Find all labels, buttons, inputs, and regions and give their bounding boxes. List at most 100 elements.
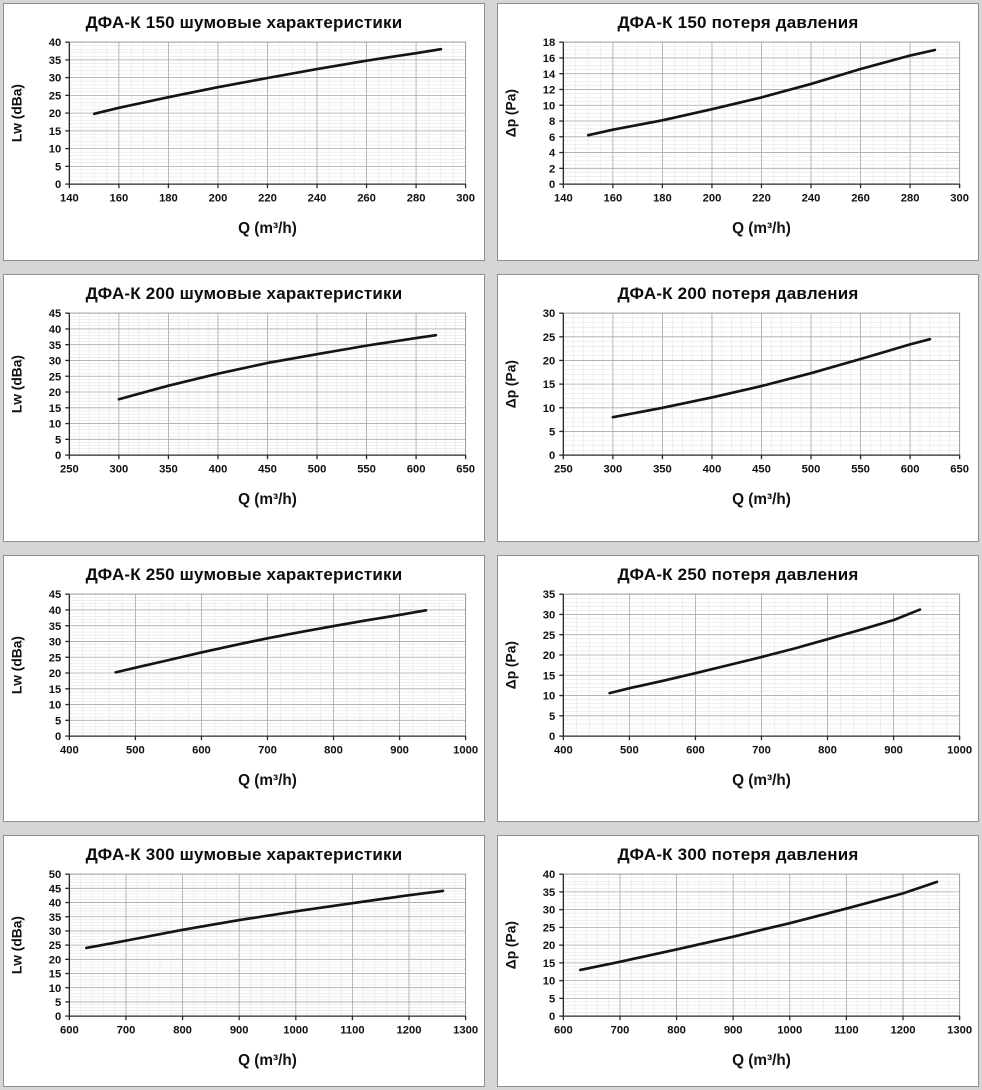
y-tick-label: 5 [55,434,61,446]
x-tick-label: 400 [209,463,228,475]
y-tick-label: 50 [49,869,61,881]
y-tick-label: 6 [549,132,555,144]
y-tick-label: 10 [543,691,555,703]
y-tick-labels: 0 5 10 15 20 25 30 35 40 [49,37,61,191]
x-tick-label: 1000 [453,744,478,756]
y-tick-labels: 0 2 4 6 8 10 12 14 16 18 [543,37,556,191]
y-tick-label: 45 [49,589,61,601]
data-curve [611,337,932,419]
chart-title: ДФА-К 300 шумовые характеристики [85,845,403,864]
y-tick-label: 16 [543,53,555,65]
chart-title: ДФА-К 300 потеря давления [617,845,859,864]
y-tick-label: 15 [49,126,61,138]
x-axis-label: Q (m³/h) [732,220,791,237]
x-tick-labels: 250 300 350 400 450 500 550 600 650 [554,463,969,475]
y-tick-label: 25 [543,630,555,642]
axes [65,41,467,189]
y-tick-label: 15 [49,403,61,415]
y-tick-label: 25 [49,940,61,952]
y-tick-labels: 0 5 10 15 20 25 30 35 [543,589,555,743]
x-axis-label: Q (m³/h) [732,1052,791,1069]
y-tick-labels: 0 5 10 15 20 25 30 35 40 45 [49,308,61,462]
x-tick-label: 600 [60,1024,79,1036]
y-tick-label: 30 [543,905,555,917]
y-tick-label: 25 [49,371,61,383]
y-tick-label: 12 [543,85,555,97]
y-tick-label: 0 [549,450,555,462]
chart-canvas: 250 300 350 400 450 500 550 600 650 0 5 10 15 20 25 30 Δ… [503,308,969,508]
major-gridlines [562,593,961,737]
chart-canvas: 250 300 350 400 450 500 550 600 650 0 5 10 15 20 25 30 3… [9,308,475,508]
y-tick-label: 10 [49,144,61,156]
y-tick-label: 18 [543,37,555,49]
x-tick-label: 900 [230,1024,249,1036]
y-tick-label: 45 [49,308,61,320]
y-tick-label: 10 [49,419,61,431]
x-tick-label: 280 [407,192,426,204]
axes [65,312,467,460]
x-tick-labels: 600 700 800 900 1000 1100 1200 1300 [554,1024,972,1036]
x-tick-label: 500 [802,463,821,475]
x-tick-label: 1300 [947,1024,972,1036]
y-tick-labels: 0 5 10 15 20 25 30 35 40 45 50 [49,869,61,1023]
y-tick-label: 30 [543,610,555,622]
x-tick-label: 180 [159,192,178,204]
y-tick-label: 14 [543,69,556,81]
y-tick-label: 25 [49,90,61,102]
x-tick-labels: 400 500 600 700 800 900 1000 [554,744,972,756]
x-axis-label: Q (m³/h) [238,772,297,789]
x-tick-label: 250 [60,463,79,475]
x-tick-label: 700 [258,744,277,756]
axes [559,873,961,1021]
x-tick-label: 160 [110,192,129,204]
y-axis-label: Lw (dBa) [9,84,24,142]
chart-title: ДФА-К 150 потеря давления [617,13,859,32]
x-axis-label: Q (m³/h) [238,220,297,237]
data-curve [586,48,937,137]
x-tick-label: 700 [752,744,771,756]
y-tick-label: 20 [49,668,61,680]
data-curve [608,608,922,695]
chart-title: ДФА-К 200 шумовые характеристики [85,284,403,303]
x-tick-label: 550 [851,463,870,475]
y-tick-label: 15 [49,969,61,981]
y-tick-label: 5 [55,161,61,173]
y-tick-label: 15 [543,670,555,682]
y-tick-label: 35 [543,887,555,899]
x-tick-labels: 140 160 180 200 220 240 260 280 300 [554,192,969,204]
x-tick-label: 280 [901,192,920,204]
chart-canvas: 140 160 180 200 220 240 260 280 300 0 5 10 15 20 25 30 3… [9,37,475,237]
y-tick-label: 0 [55,179,61,191]
chart-panel: ДФА-К 150 потеря давления 140 160 180 200 22… [497,3,979,261]
x-tick-labels: 400 500 600 700 800 900 1000 [60,744,478,756]
chart-canvas: 400 500 600 700 800 900 1000 0 5 10 15 20 25 30 35 Δp (… [503,589,972,789]
x-axis-label: Q (m³/h) [238,491,297,508]
y-tick-label: 40 [49,898,61,910]
x-tick-label: 1200 [397,1024,422,1036]
x-axis-label: Q (m³/h) [732,491,791,508]
x-tick-label: 300 [456,192,475,204]
x-tick-label: 350 [653,463,672,475]
y-tick-label: 40 [49,324,61,336]
x-tick-label: 140 [60,192,79,204]
x-tick-label: 800 [818,744,837,756]
x-tick-label: 450 [752,463,771,475]
y-tick-label: 0 [549,731,555,743]
chart-panel: ДФА-К 300 шумовые характеристики 600 700 8… [3,835,485,1087]
data-curve [578,880,939,972]
major-gridlines [68,593,467,737]
y-tick-labels: 0 5 10 15 20 25 30 35 40 45 [49,589,61,743]
x-tick-label: 1000 [947,744,972,756]
x-tick-label: 1000 [283,1024,308,1036]
axes [65,593,467,741]
y-tick-labels: 0 5 10 15 20 25 30 35 40 [543,869,555,1023]
x-tick-label: 600 [407,463,426,475]
y-tick-label: 5 [55,997,61,1009]
x-tick-label: 240 [802,192,821,204]
y-tick-label: 5 [549,427,555,439]
y-tick-label: 40 [543,869,555,881]
x-tick-labels: 250 300 350 400 450 500 550 600 650 [60,463,475,475]
y-axis-label: Lw (dBa) [9,355,24,413]
chart-panel: ДФА-К 150 шумовые характеристики 140 160 1… [3,3,485,261]
